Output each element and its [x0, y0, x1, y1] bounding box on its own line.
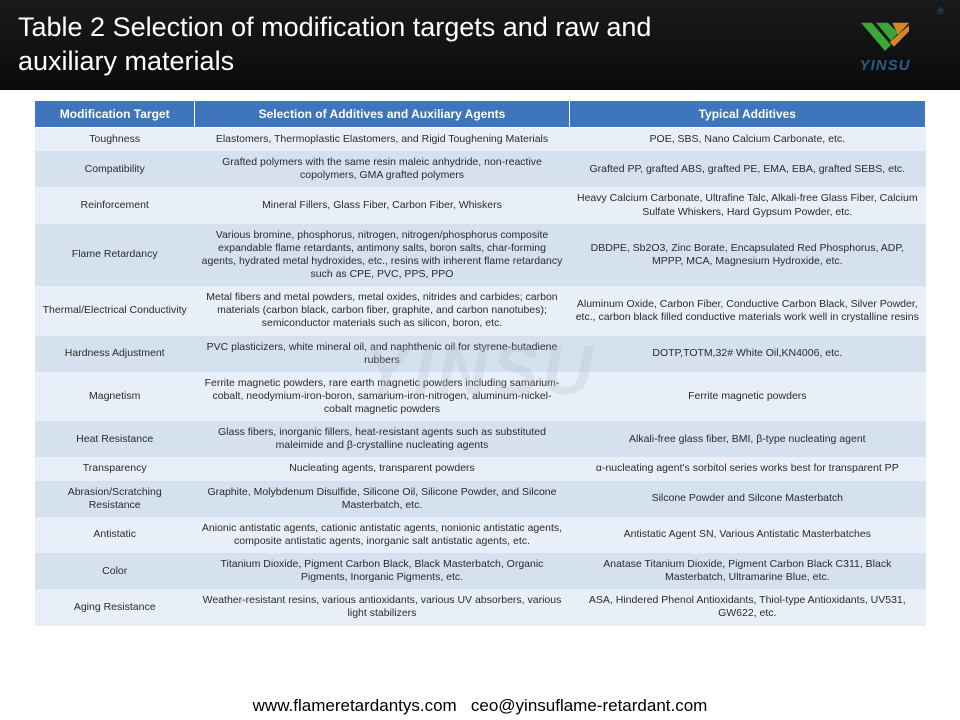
- cell-target: Heat Resistance: [35, 421, 195, 457]
- cell-typical: Grafted PP, grafted ABS, grafted PE, EMA…: [569, 151, 925, 187]
- table-row: Thermal/Electrical ConductivityMetal fib…: [35, 286, 926, 335]
- col-target: Modification Target: [35, 101, 195, 128]
- table-row: ColorTitanium Dioxide, Pigment Carbon Bl…: [35, 553, 926, 589]
- table-row: Hardness AdjustmentPVC plasticizers, whi…: [35, 336, 926, 372]
- cell-target: Toughness: [35, 128, 195, 152]
- table-row: ToughnessElastomers, Thermoplastic Elast…: [35, 128, 926, 152]
- cell-target: Reinforcement: [35, 187, 195, 223]
- cell-selection: Metal fibers and metal powders, metal ox…: [195, 286, 569, 335]
- cell-target: Transparency: [35, 457, 195, 480]
- header-bar: Table 2 Selection of modification target…: [0, 0, 960, 90]
- cell-target: Compatibility: [35, 151, 195, 187]
- cell-typical: Silcone Powder and Silcone Masterbatch: [569, 481, 925, 517]
- table-header-row: Modification Target Selection of Additiv…: [35, 101, 926, 128]
- cell-typical: Ferrite magnetic powders: [569, 372, 925, 421]
- logo-text: YINSU: [860, 57, 911, 74]
- table-row: ReinforcementMineral Fillers, Glass Fibe…: [35, 187, 926, 223]
- cell-typical: Alkali-free glass fiber, BMI, β-type nuc…: [569, 421, 925, 457]
- table-row: CompatibilityGrafted polymers with the s…: [35, 151, 926, 187]
- cell-selection: Ferrite magnetic powders, rare earth mag…: [195, 372, 569, 421]
- page-title: Table 2 Selection of modification target…: [18, 11, 658, 79]
- cell-typical: Antistatic Agent SN, Various Antistatic …: [569, 517, 925, 553]
- cell-selection: Anionic antistatic agents, cationic anti…: [195, 517, 569, 553]
- logo-icon: [855, 17, 915, 55]
- col-typical: Typical Additives: [569, 101, 925, 128]
- cell-selection: Weather-resistant resins, various antiox…: [195, 589, 569, 625]
- cell-selection: Mineral Fillers, Glass Fiber, Carbon Fib…: [195, 187, 569, 223]
- cell-selection: Grafted polymers with the same resin mal…: [195, 151, 569, 187]
- cell-selection: Glass fibers, inorganic fillers, heat-re…: [195, 421, 569, 457]
- cell-target: Aging Resistance: [35, 589, 195, 625]
- cell-selection: PVC plasticizers, white mineral oil, and…: [195, 336, 569, 372]
- cell-target: Thermal/Electrical Conductivity: [35, 286, 195, 335]
- cell-selection: Various bromine, phosphorus, nitrogen, n…: [195, 224, 569, 287]
- registered-mark: ®: [937, 6, 944, 16]
- cell-typical: Anatase Titanium Dioxide, Pigment Carbon…: [569, 553, 925, 589]
- cell-typical: DBDPE, Sb2O3, Zinc Borate, Encapsulated …: [569, 224, 925, 287]
- table-row: Abrasion/Scratching ResistanceGraphite, …: [35, 481, 926, 517]
- materials-table: Modification Target Selection of Additiv…: [34, 100, 926, 626]
- table-row: Heat ResistanceGlass fibers, inorganic f…: [35, 421, 926, 457]
- cell-target: Flame Retardancy: [35, 224, 195, 287]
- table-row: Aging ResistanceWeather-resistant resins…: [35, 589, 926, 625]
- cell-typical: Heavy Calcium Carbonate, Ultrafine Talc,…: [569, 187, 925, 223]
- cell-target: Antistatic: [35, 517, 195, 553]
- table-row: AntistaticAnionic antistatic agents, cat…: [35, 517, 926, 553]
- table-row: TransparencyNucleating agents, transpare…: [35, 457, 926, 480]
- cell-selection: Graphite, Molybdenum Disulfide, Silicone…: [195, 481, 569, 517]
- cell-typical: DOTP,TOTM,32# White Oil,KN4006, etc.: [569, 336, 925, 372]
- footer-text: www.flameretardantys.com ceo@yinsuflame-…: [0, 696, 960, 716]
- cell-typical: ASA, Hindered Phenol Antioxidants, Thiol…: [569, 589, 925, 625]
- cell-selection: Titanium Dioxide, Pigment Carbon Black, …: [195, 553, 569, 589]
- cell-target: Hardness Adjustment: [35, 336, 195, 372]
- cell-selection: Elastomers, Thermoplastic Elastomers, an…: [195, 128, 569, 152]
- table-row: Flame RetardancyVarious bromine, phospho…: [35, 224, 926, 287]
- table-row: MagnetismFerrite magnetic powders, rare …: [35, 372, 926, 421]
- col-selection: Selection of Additives and Auxiliary Age…: [195, 101, 569, 128]
- table-container: Modification Target Selection of Additiv…: [0, 90, 960, 626]
- cell-typical: α-nucleating agent's sorbitol series wor…: [569, 457, 925, 480]
- cell-selection: Nucleating agents, transparent powders: [195, 457, 569, 480]
- logo: ® YINSU: [830, 8, 940, 83]
- cell-typical: POE, SBS, Nano Calcium Carbonate, etc.: [569, 128, 925, 152]
- cell-target: Color: [35, 553, 195, 589]
- cell-typical: Aluminum Oxide, Carbon Fiber, Conductive…: [569, 286, 925, 335]
- cell-target: Abrasion/Scratching Resistance: [35, 481, 195, 517]
- cell-target: Magnetism: [35, 372, 195, 421]
